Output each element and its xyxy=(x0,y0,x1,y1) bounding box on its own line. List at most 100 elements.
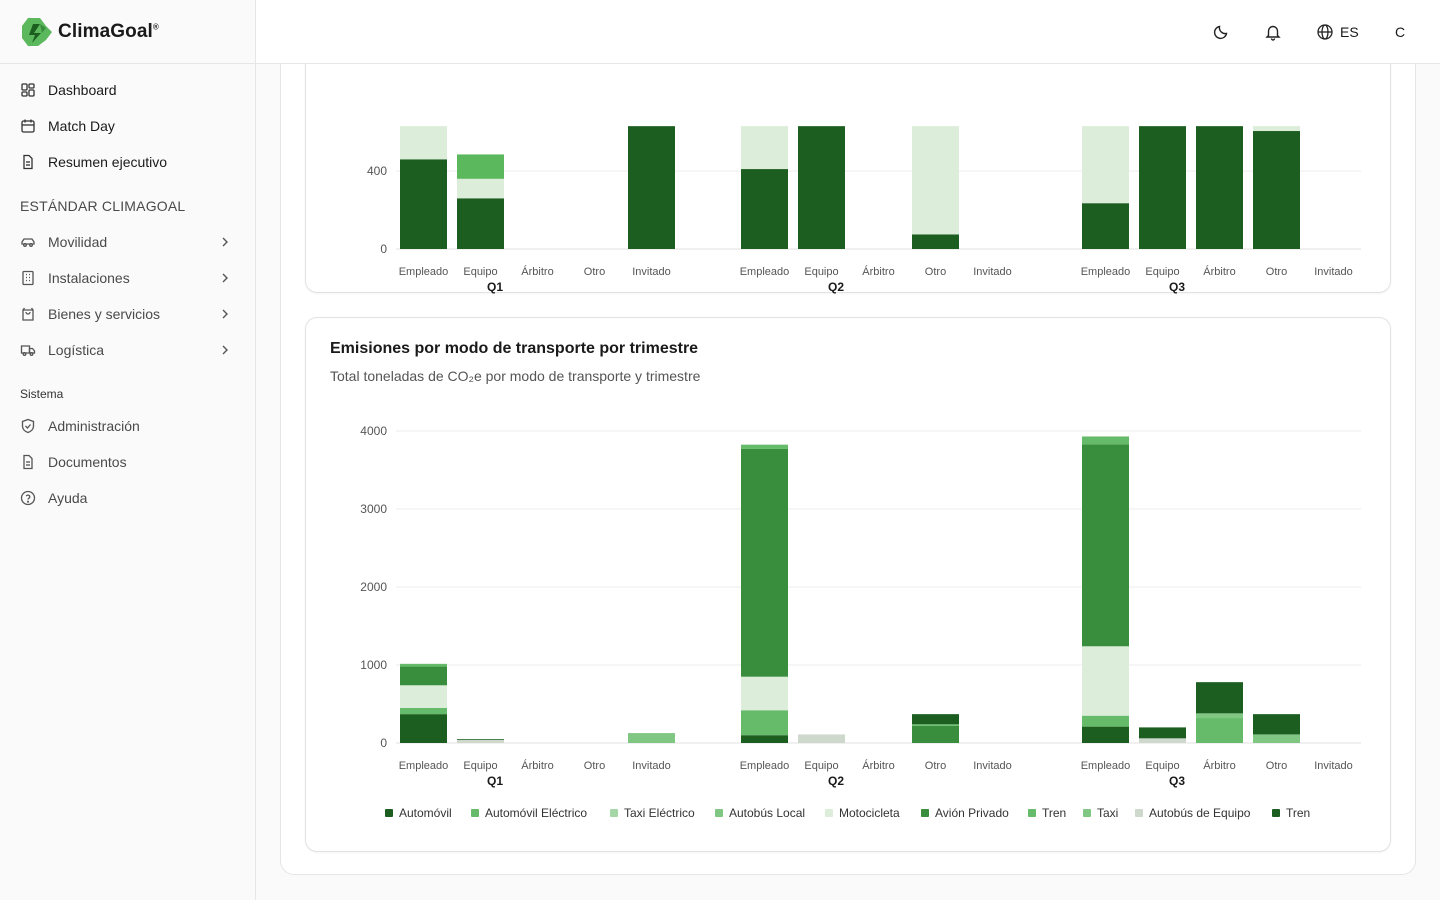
bar-segment xyxy=(912,714,959,725)
y-tick-label: 1000 xyxy=(360,658,387,672)
x-tick-label: Árbitro xyxy=(521,265,553,278)
language-label: ES xyxy=(1340,24,1359,40)
section-title-estandar: ESTÁNDAR CLIMAGOAL xyxy=(20,198,186,214)
x-tick-label: Otro xyxy=(1266,266,1287,278)
legend-swatch xyxy=(825,809,833,817)
y-tick-label: 3000 xyxy=(360,502,387,516)
legend-swatch xyxy=(1272,809,1280,817)
car-icon xyxy=(20,234,36,250)
y-tick-label: 0 xyxy=(380,736,387,750)
bar-segment xyxy=(1253,734,1300,743)
x-tick-label: Invitado xyxy=(1314,760,1353,772)
bar-segment xyxy=(400,714,447,743)
sidebar-item-label: Logística xyxy=(48,342,105,358)
x-tick-label: Invitado xyxy=(632,760,671,772)
sidebar-item-dashboard[interactable]: Dashboard xyxy=(0,72,255,108)
bar-segment xyxy=(741,735,788,743)
user-avatar[interactable]: C xyxy=(1395,20,1405,44)
sidebar-item-label: Movilidad xyxy=(48,234,108,250)
calendar-icon xyxy=(20,118,36,134)
bar-segment xyxy=(457,739,504,740)
bar-segment xyxy=(1139,738,1186,743)
bar-segment xyxy=(1196,126,1243,249)
sidebar-item-movilidad[interactable]: Movilidad xyxy=(0,224,255,260)
bar-segment xyxy=(400,159,447,249)
bar-segment xyxy=(400,663,447,667)
bar-segment xyxy=(798,126,845,249)
nav-top: Dashboard Match Day Resumen ejecutivo ES… xyxy=(0,64,255,516)
bar-segment xyxy=(628,734,675,743)
sidebar-item-match-day[interactable]: Match Day xyxy=(0,108,255,144)
bar-segment xyxy=(457,198,504,249)
document-icon xyxy=(20,454,36,470)
bar-segment xyxy=(741,676,788,711)
sidebar-item-label: Match Day xyxy=(48,118,115,134)
bar-segment xyxy=(1082,436,1129,445)
bar-segment xyxy=(912,725,959,743)
x-tick-label: Otro xyxy=(1266,760,1287,772)
bar-segment xyxy=(400,126,447,160)
logo[interactable]: ClimaGoal® xyxy=(0,0,255,64)
climagoal-logo-icon xyxy=(22,17,52,46)
legend-label: Autobús Local xyxy=(729,806,805,820)
bar-segment xyxy=(1253,131,1300,249)
x-tick-label: Árbitro xyxy=(1203,759,1235,772)
legend-swatch xyxy=(715,809,723,817)
bar-segment xyxy=(741,444,788,449)
sidebar-item-instalaciones[interactable]: Instalaciones xyxy=(0,260,255,296)
truck-icon xyxy=(20,342,36,358)
x-tick-label: Equipo xyxy=(463,266,497,278)
sidebar-item-label: Instalaciones xyxy=(48,270,130,286)
bar-segment xyxy=(798,734,845,743)
bar-segment xyxy=(741,169,788,249)
chevron-right-icon xyxy=(222,273,228,283)
avatar-initial: C xyxy=(1395,24,1406,40)
chevron-right-icon xyxy=(222,345,228,355)
bar-segment xyxy=(1082,203,1129,249)
sidebar-item-ayuda[interactable]: Ayuda xyxy=(0,480,255,516)
sidebar-item-label: Dashboard xyxy=(48,82,117,98)
main-content: 0 400 Empleado Equipo Árbitro Otro Invitado Q1 E… xyxy=(256,64,1440,900)
x-tick-label: Otro xyxy=(584,760,605,772)
bar-segment xyxy=(628,126,675,249)
bell-icon xyxy=(1265,25,1281,41)
sidebar-item-resumen-ejecutivo[interactable]: Resumen ejecutivo xyxy=(0,144,255,180)
legend-label: Taxi xyxy=(1097,806,1118,820)
bar-segment xyxy=(457,154,504,179)
x-tick-label: Otro xyxy=(925,266,946,278)
sidebar-item-administracion[interactable]: Administración xyxy=(0,408,255,444)
building-icon xyxy=(20,270,36,286)
bar-segment xyxy=(1196,682,1243,714)
sidebar-item-bienes-y-servicios[interactable]: Bienes y servicios xyxy=(0,296,255,332)
y-tick-label: 2000 xyxy=(360,580,387,594)
sidebar: ClimaGoal® Dashboard Match Day Resumen e… xyxy=(0,0,256,900)
bar-segment xyxy=(1253,714,1300,735)
x-tick-label: Empleado xyxy=(399,266,449,278)
bar-segment xyxy=(400,707,447,715)
x-tick-label: Invitado xyxy=(1314,266,1353,278)
bar-segment xyxy=(1196,718,1243,743)
x-tick-label: Árbitro xyxy=(862,265,894,278)
app-name: ClimaGoal® xyxy=(58,20,159,42)
y-tick-label: 0 xyxy=(380,242,387,256)
bar-segment xyxy=(912,724,959,726)
theme-toggle-button[interactable] xyxy=(1212,20,1230,44)
bar-segment xyxy=(741,710,788,736)
sidebar-item-documentos[interactable]: Documentos xyxy=(0,444,255,480)
shopping-bag-icon xyxy=(20,306,36,322)
x-tick-label: Equipo xyxy=(1145,266,1179,278)
chart-title: Emisiones por modo de transporte por tri… xyxy=(330,340,699,357)
x-group-label: Q2 xyxy=(828,280,844,294)
x-tick-label: Equipo xyxy=(804,760,838,772)
notifications-button[interactable] xyxy=(1264,20,1282,44)
y-tick-label: 4000 xyxy=(360,424,387,438)
help-circle-icon xyxy=(20,490,36,506)
sidebar-item-logistica[interactable]: Logística xyxy=(0,332,255,368)
y-tick-label: 400 xyxy=(367,164,387,178)
bar-segment xyxy=(1082,726,1129,743)
x-tick-label: Empleado xyxy=(740,760,790,772)
x-group-label: Q1 xyxy=(487,774,503,788)
sidebar-item-label: Bienes y servicios xyxy=(48,306,161,322)
shield-icon xyxy=(20,418,36,434)
language-selector[interactable]: ES xyxy=(1316,20,1359,44)
